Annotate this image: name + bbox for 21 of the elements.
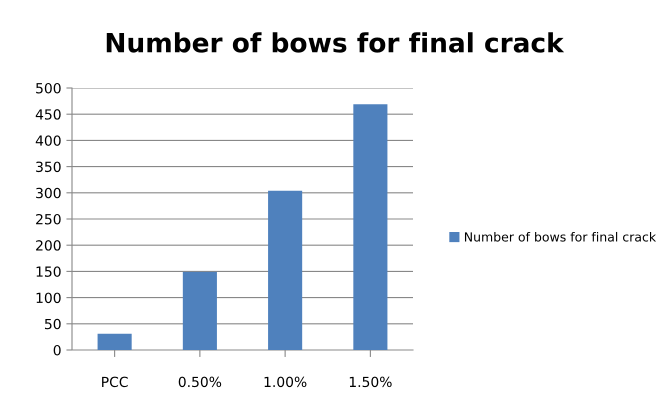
y-tick-label: 400: [36, 135, 61, 146]
legend-label: Number of bows for final crack: [464, 232, 656, 242]
bar: [98, 334, 132, 350]
y-tick-label: 100: [36, 292, 61, 304]
y-tick-label: 0: [54, 344, 61, 356]
bar: [353, 104, 388, 350]
x-tick-label: 0.50%: [178, 376, 222, 388]
y-tick-label: 150: [36, 266, 61, 277]
x-tick-label: PCC: [102, 376, 128, 388]
bar: [268, 190, 302, 350]
y-tick-label: 200: [36, 240, 61, 251]
x-tick-label: 1.50%: [350, 376, 392, 388]
y-tick-label: 450: [36, 109, 61, 120]
y-tick-label: 300: [36, 188, 61, 198]
y-tick-label: 250: [36, 214, 61, 224]
bar: [182, 272, 217, 350]
x-tick-label: 1.00%: [264, 376, 306, 388]
y-tick-label: 500: [36, 82, 61, 94]
y-tick-label: 50: [44, 318, 61, 330]
chart-title: Number of bows for final crack: [106, 32, 564, 53]
y-tick-label: 350: [36, 162, 61, 172]
